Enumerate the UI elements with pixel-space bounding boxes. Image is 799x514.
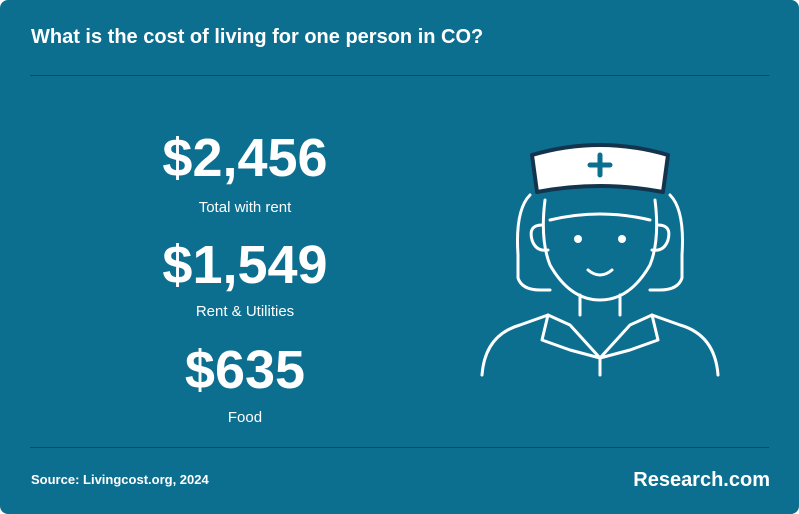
divider	[30, 447, 769, 448]
source: Source: Livingcost.org, 2024	[31, 472, 209, 487]
stat-label: Food	[227, 409, 263, 426]
stat-value: $635	[184, 340, 306, 400]
title: What is the cost of living for one perso…	[31, 26, 484, 48]
stat-value: $2,456	[162, 128, 328, 188]
brand: Research.com	[633, 469, 770, 491]
divider	[30, 75, 769, 76]
stat-value: $1,549	[162, 235, 328, 295]
stat-label: Total with rent	[198, 199, 292, 216]
stat-label: Rent & Utilities	[195, 303, 295, 320]
nurse-icon	[480, 143, 720, 377]
